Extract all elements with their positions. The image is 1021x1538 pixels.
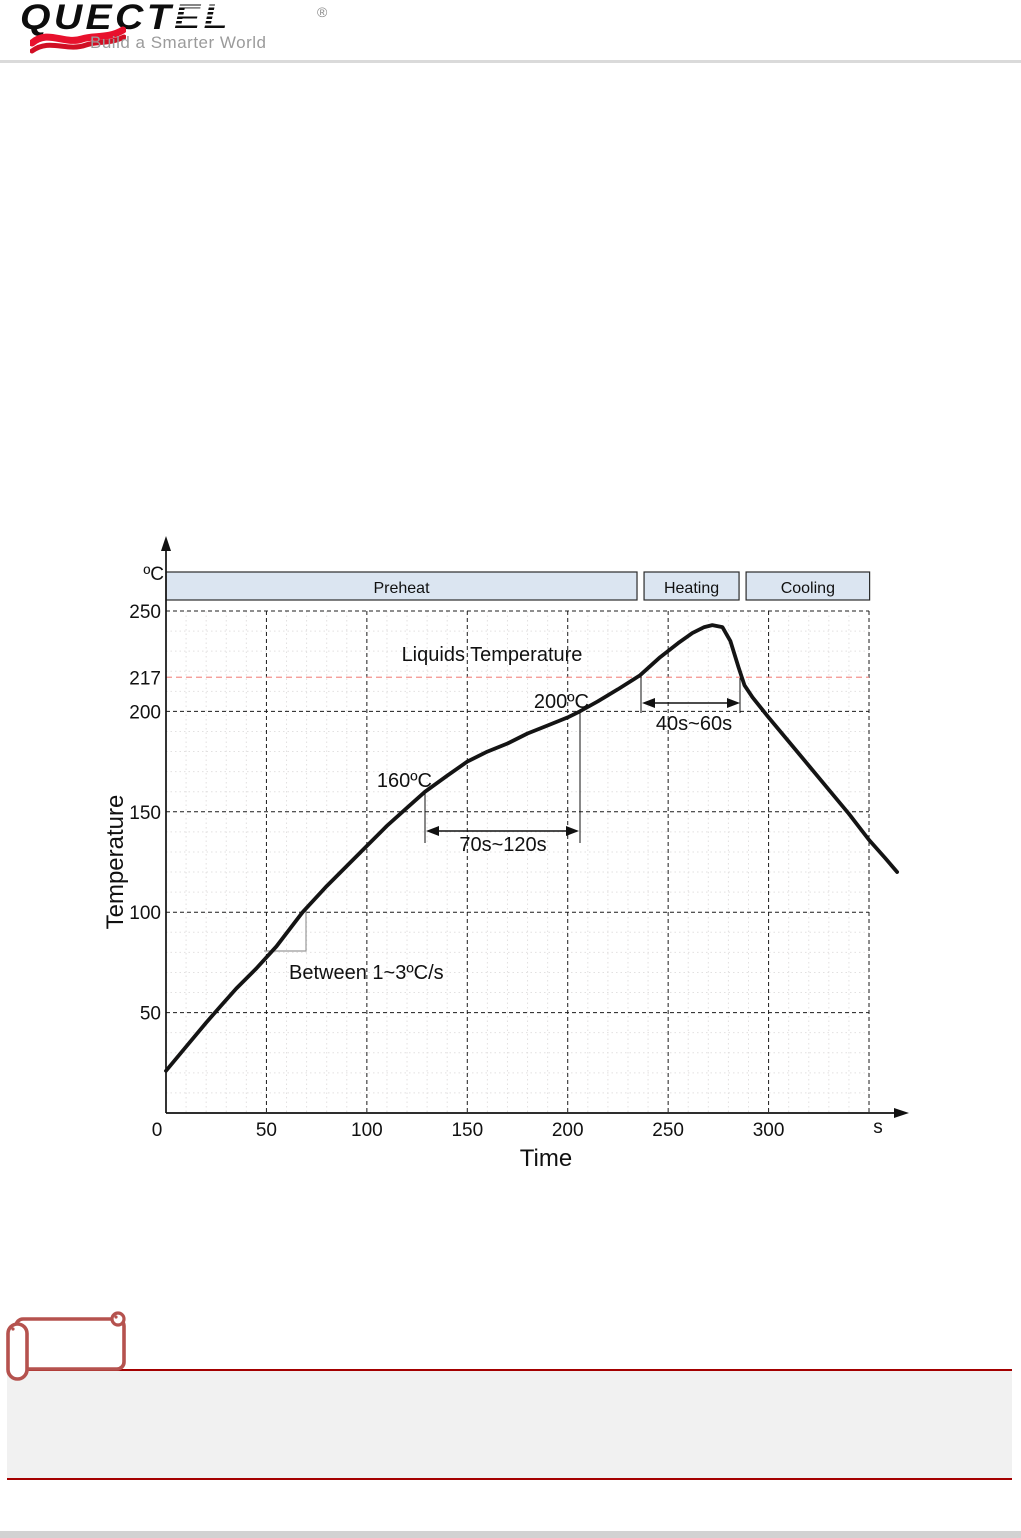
soak-arrow-right-icon — [566, 826, 579, 836]
registered-trademark-icon: ® — [317, 4, 328, 20]
annotation-reflow-time: 40s~60s — [656, 713, 732, 735]
phase-label-cooling: Cooling — [781, 580, 835, 597]
logo-text-solid: QUECT — [20, 0, 174, 37]
annotation-200c: 200ºC — [534, 691, 589, 713]
note-content-box — [7, 1369, 1012, 1480]
x-tick-label: 250 — [652, 1120, 684, 1141]
annotation-soak-time: 70s~120s — [459, 834, 546, 856]
soak-arrow-left-icon — [426, 826, 439, 836]
y-tick-label: 50 — [140, 1004, 161, 1025]
x-tick-label: 200 — [552, 1120, 584, 1141]
logo-tagline: Build a Smarter World — [90, 33, 267, 52]
logo-wordmark: QUECTEL — [20, 0, 231, 38]
y-tick-label: 250 — [129, 602, 161, 623]
tick-label-layer: 0 50 100 150 200 250 300 50 100 150 200 250 217 — [129, 602, 784, 1141]
temperature-curve — [164, 623, 899, 1073]
logo-swoosh-icon — [30, 26, 126, 54]
y-axis-arrow-icon — [161, 536, 171, 551]
phase-label-heating: Heating — [664, 580, 719, 597]
annotation-160c: 160ºC — [377, 770, 432, 792]
y-tick-label: 100 — [129, 903, 161, 924]
grid-layer — [166, 610, 870, 1113]
y-tick-label: 217 — [129, 668, 161, 689]
x-tick-label: 300 — [753, 1120, 785, 1141]
reflow-arrow-left-icon — [642, 698, 655, 708]
x-axis-title: Time — [520, 1145, 572, 1172]
liquidus-label: Liquids Temperature — [402, 644, 583, 666]
phase-band-cooling — [745, 571, 871, 601]
x-tick-label: 150 — [451, 1120, 483, 1141]
x-axis-arrow-icon — [894, 1108, 909, 1118]
note-scroll-icon — [6, 1311, 126, 1381]
x-tick-label: 0 — [152, 1120, 163, 1141]
reflow-profile-chart: Preheat Heating Cooling 0 50 100 150 200 250 300… — [102, 536, 909, 1172]
reflow-arrow-right-icon — [727, 698, 740, 708]
y-axis-title: Temperature — [102, 795, 129, 930]
x-tick-label: 100 — [351, 1120, 383, 1141]
phase-band-layer: Preheat Heating Cooling — [165, 571, 871, 601]
phase-band-heating — [643, 571, 740, 601]
header-divider — [0, 60, 1021, 63]
y-tick-label: 200 — [129, 702, 161, 723]
phase-label-preheat: Preheat — [373, 580, 430, 597]
y-axis-unit: ºC — [143, 564, 164, 585]
annotation-ramp-rate: Between 1~3ºC/s — [289, 962, 444, 984]
y-tick-label: 150 — [129, 803, 161, 824]
page-footer-bar — [0, 1531, 1021, 1538]
ramp-slope-angle-icon — [264, 909, 307, 952]
logo-text-striped: EL — [174, 0, 231, 37]
quectel-logo: QUECTEL ® Build a Smarter World — [18, 0, 358, 60]
x-axis-unit: s — [873, 1117, 883, 1138]
x-tick-label: 50 — [256, 1120, 277, 1141]
